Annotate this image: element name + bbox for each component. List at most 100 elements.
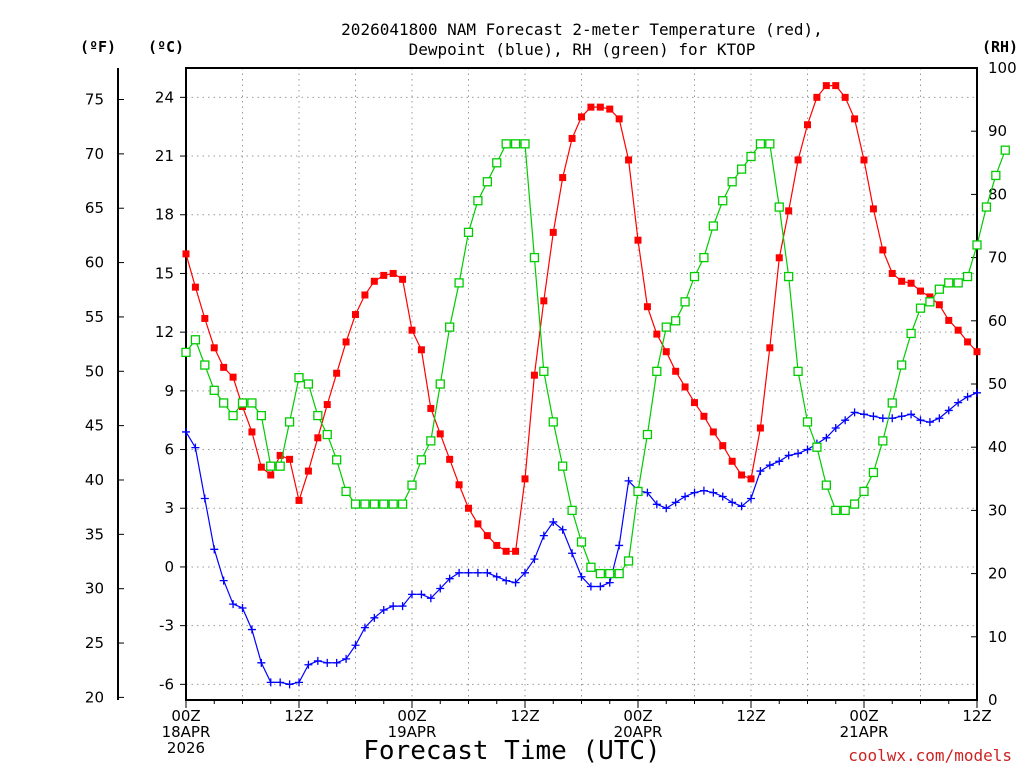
dewpoint-point bbox=[624, 476, 633, 485]
rh-point bbox=[397, 499, 408, 509]
dewpoint-point bbox=[558, 525, 567, 534]
rh-point bbox=[539, 366, 549, 377]
fahrenheit-unit-label: (ºF) bbox=[80, 38, 116, 56]
celsius-tick-label: 3 bbox=[164, 499, 174, 517]
rh-point bbox=[981, 202, 992, 212]
temperature-point bbox=[691, 399, 698, 407]
temperature-point bbox=[643, 303, 651, 311]
temperature-point bbox=[879, 246, 887, 254]
rh-unit-label: (RH) bbox=[982, 38, 1018, 56]
rh-point bbox=[482, 177, 492, 187]
celsius-tick-label: 6 bbox=[164, 441, 174, 459]
rh-point bbox=[209, 385, 219, 395]
dewpoint-point bbox=[878, 414, 887, 423]
rh-point bbox=[774, 202, 784, 212]
rh-point bbox=[689, 271, 700, 282]
temperature-point bbox=[869, 205, 877, 213]
rh-point bbox=[313, 410, 323, 421]
temperature-point bbox=[483, 532, 491, 540]
celsius-tick-label: 24 bbox=[155, 88, 174, 106]
grid bbox=[186, 68, 977, 700]
temperature-point bbox=[672, 367, 680, 375]
dewpoint-point bbox=[850, 408, 859, 417]
dewpoint-point bbox=[257, 658, 266, 667]
chart-title-line2: Dewpoint (blue), RH (green) for KTOP bbox=[409, 40, 756, 59]
rh-point bbox=[840, 505, 850, 516]
fahrenheit-tick-label: 25 bbox=[85, 634, 104, 652]
data-series bbox=[181, 82, 1010, 689]
dewpoint-point bbox=[803, 445, 812, 454]
rh-point bbox=[765, 139, 775, 149]
dewpoint-point bbox=[897, 412, 906, 421]
credit-label: coolwx.com/models bbox=[848, 746, 1012, 765]
temperature-point bbox=[474, 520, 482, 528]
dewpoint-point bbox=[530, 555, 539, 564]
dewpoint-point bbox=[747, 494, 755, 503]
rh-point bbox=[576, 537, 587, 547]
dewpoint-point bbox=[784, 451, 793, 460]
dewpoint-point bbox=[182, 427, 190, 436]
dewpoint-point bbox=[398, 602, 407, 611]
x-tick-label: 00Z bbox=[397, 707, 426, 725]
dewpoint-point bbox=[596, 582, 605, 591]
temperature-point bbox=[973, 348, 981, 356]
dewpoint-point bbox=[370, 613, 379, 622]
temperature-point bbox=[257, 463, 265, 471]
temperature-point bbox=[841, 93, 849, 101]
rh-point bbox=[332, 455, 342, 465]
temperature-point bbox=[493, 541, 501, 549]
dewpoint-point bbox=[690, 488, 699, 497]
temperature-point bbox=[917, 287, 924, 295]
dewpoint-point bbox=[605, 578, 614, 587]
rh-point bbox=[388, 499, 398, 509]
fahrenheit-tick-label: 55 bbox=[85, 308, 104, 326]
rh-point bbox=[558, 461, 568, 471]
temperature-point bbox=[521, 475, 529, 483]
temperature-point bbox=[926, 293, 934, 301]
celsius-tick-label: 15 bbox=[155, 264, 174, 282]
rh-point bbox=[915, 303, 926, 313]
rh-point bbox=[379, 499, 389, 509]
rh-point bbox=[567, 505, 577, 516]
dewpoint-point bbox=[473, 568, 482, 577]
rh-point bbox=[284, 417, 295, 427]
temperature-point bbox=[625, 156, 633, 164]
temperature-point bbox=[512, 547, 520, 555]
dewpoint-point bbox=[681, 492, 690, 501]
rh-tick-label: 70 bbox=[988, 249, 1007, 267]
rh-point bbox=[426, 436, 436, 446]
rh-point bbox=[435, 379, 445, 389]
rh-point bbox=[802, 417, 813, 427]
rh-tick-label: 80 bbox=[988, 185, 1007, 203]
temperature-point bbox=[964, 338, 972, 346]
rh-point bbox=[755, 139, 766, 149]
x-tick-label: 21APR bbox=[840, 723, 889, 741]
x-tick-label: 12Z bbox=[736, 707, 765, 725]
temperature-point bbox=[286, 455, 294, 463]
rh-point bbox=[237, 398, 248, 408]
dewpoint-point bbox=[502, 576, 511, 585]
dewpoint-point bbox=[332, 658, 341, 667]
rh-point bbox=[181, 347, 191, 358]
temperature-point bbox=[314, 434, 322, 442]
dewpoint-point bbox=[360, 623, 369, 632]
rh-line bbox=[185, 143, 1006, 575]
x-tick-label: 12Z bbox=[962, 707, 991, 725]
x-tick-label: 20APR bbox=[614, 723, 663, 741]
temperature-point bbox=[210, 344, 218, 352]
rh-tick-label: 10 bbox=[988, 628, 1007, 646]
celsius-tick-label: 0 bbox=[164, 558, 174, 576]
celsius-tick-label: -6 bbox=[159, 675, 174, 693]
temperature-point bbox=[408, 326, 416, 334]
rh-point bbox=[228, 410, 238, 421]
dewpoint-point bbox=[615, 541, 624, 550]
dewpoint-point bbox=[408, 590, 416, 599]
dewpoint-point bbox=[304, 660, 313, 669]
temperature-point bbox=[427, 404, 435, 412]
rh-point bbox=[219, 398, 229, 408]
dewpoint-point bbox=[794, 449, 803, 458]
rh-point bbox=[200, 360, 210, 370]
rh-point bbox=[520, 139, 530, 149]
rh-point bbox=[586, 562, 596, 572]
rh-point bbox=[510, 139, 521, 149]
